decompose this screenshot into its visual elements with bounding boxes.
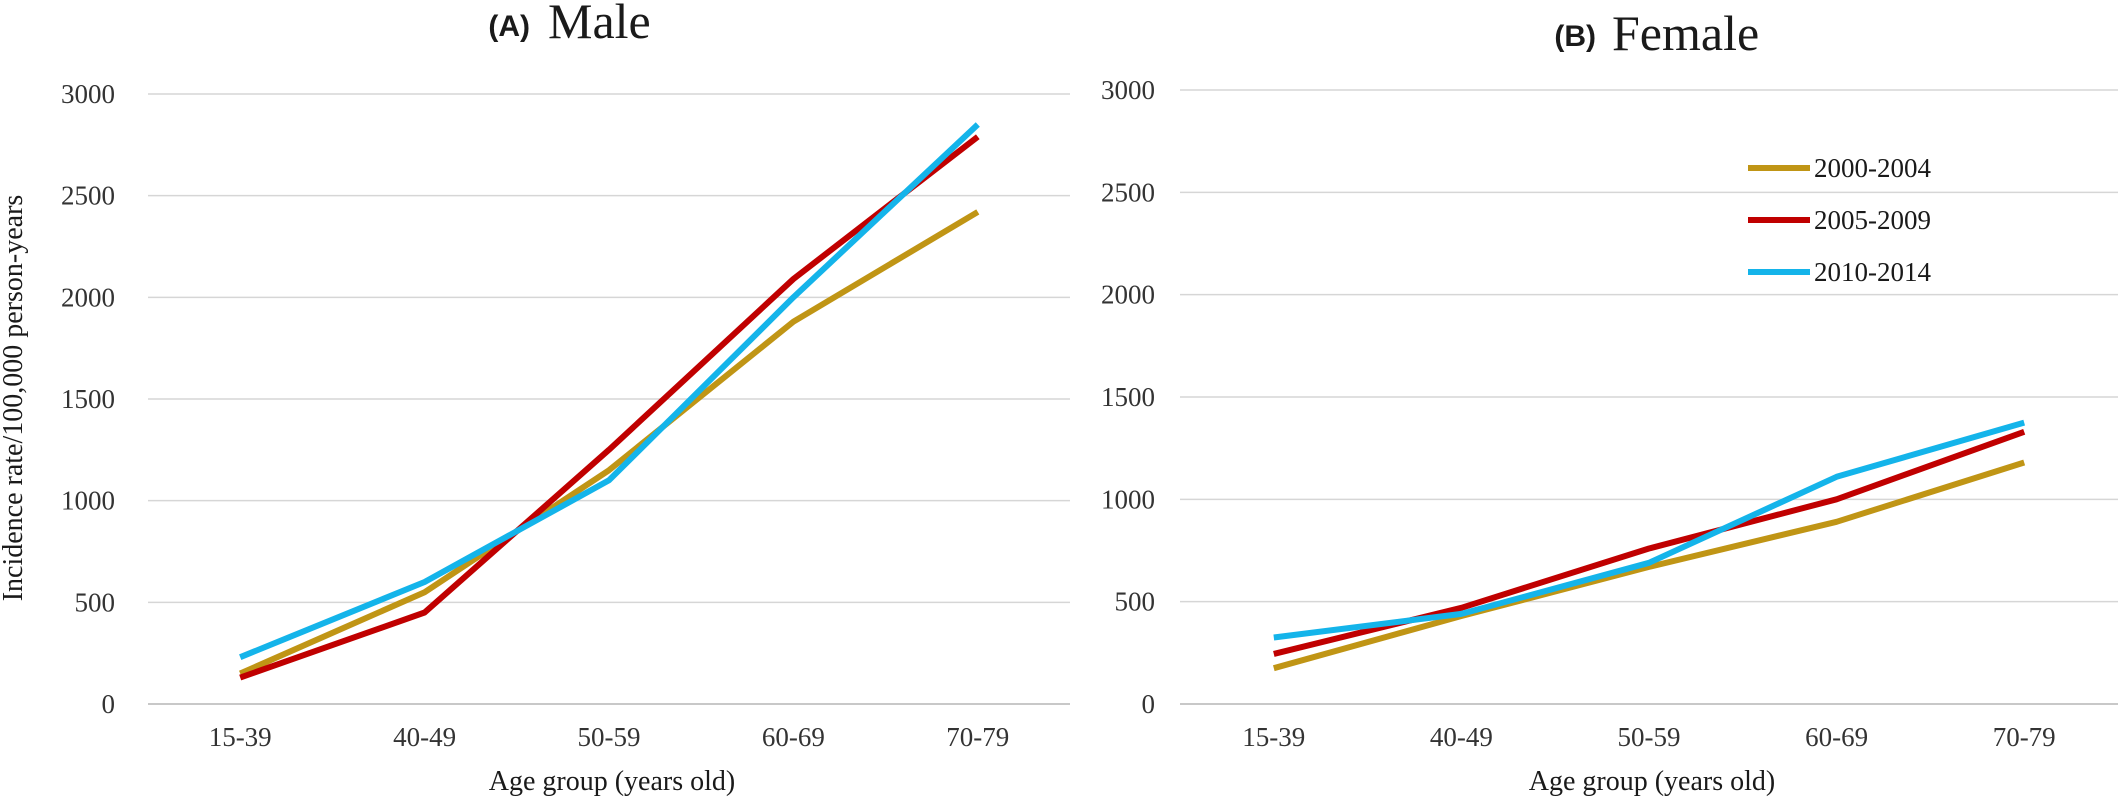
y-tick-label: 3000 <box>61 79 115 109</box>
y-tick-label: 1500 <box>1101 382 1155 412</box>
panel-b-series <box>1272 419 2026 672</box>
panel-b-legend: 2000-2004 2005-2009 2010-2014 <box>1748 153 1931 287</box>
panel-a-title: Male <box>548 0 651 49</box>
panel-a-series <box>238 122 980 681</box>
y-tick-label: 500 <box>1115 587 1156 617</box>
y-tick-label: 3000 <box>1101 75 1155 105</box>
panel-a-gridlines <box>148 93 1070 705</box>
panel-b-x-tick-labels: 15-39 40-49 50-59 60-69 70-79 <box>1242 722 2055 752</box>
x-tick-label: 60-69 <box>762 722 825 752</box>
x-tick-label: 70-79 <box>1993 722 2056 752</box>
female-panel: (B) Female Age group (years old) 0 500 100… <box>1101 5 2118 797</box>
panel-a-y-axis-title: Incidence rate/100,000 person-years <box>0 195 29 602</box>
y-tick-label: 2000 <box>1101 280 1155 310</box>
panel-b-title: Female <box>1612 5 1759 61</box>
y-tick-label: 1000 <box>61 486 115 516</box>
x-tick-label: 40-49 <box>1430 722 1493 752</box>
panel-b-letter: (B) <box>1554 20 1596 53</box>
series-line <box>239 134 980 681</box>
panel-b-y-tick-labels: 0 500 1000 1500 2000 2500 3000 <box>1101 75 1155 719</box>
x-tick-label: 40-49 <box>393 722 456 752</box>
x-tick-label: 60-69 <box>1805 722 1868 752</box>
y-tick-label: 1500 <box>61 384 115 414</box>
y-tick-label: 0 <box>102 689 116 719</box>
y-tick-label: 2000 <box>61 282 115 312</box>
x-tick-label: 15-39 <box>1242 722 1305 752</box>
panel-a-y-tick-labels: 0 500 1000 1500 2000 2500 3000 <box>61 79 115 719</box>
series-line <box>1273 419 2026 641</box>
panel-a-x-axis-title: Age group (years old) <box>489 766 735 797</box>
legend-label: 2010-2014 <box>1814 257 1931 287</box>
male-panel: (A) Male Incidence rate/100,000 person-y… <box>0 0 1070 797</box>
legend-label: 2000-2004 <box>1814 153 1931 183</box>
y-tick-label: 500 <box>75 587 116 617</box>
y-tick-label: 1000 <box>1101 484 1155 514</box>
x-tick-label: 15-39 <box>209 722 272 752</box>
x-tick-label: 50-59 <box>578 722 641 752</box>
series-line <box>238 209 980 677</box>
x-tick-label: 50-59 <box>1618 722 1681 752</box>
series-line <box>1272 459 2026 672</box>
panel-a-letter: (A) <box>488 10 530 43</box>
y-tick-label: 2500 <box>1101 177 1155 207</box>
y-tick-label: 2500 <box>61 181 115 211</box>
panel-a-x-tick-labels: 15-39 40-49 50-59 60-69 70-79 <box>209 722 1010 752</box>
legend-label: 2005-2009 <box>1814 205 1931 235</box>
panel-b-gridlines <box>1180 89 2118 705</box>
y-tick-label: 0 <box>1142 689 1156 719</box>
x-tick-label: 70-79 <box>946 722 1009 752</box>
series-line <box>239 122 980 660</box>
panel-b-x-axis-title: Age group (years old) <box>1529 766 1775 797</box>
